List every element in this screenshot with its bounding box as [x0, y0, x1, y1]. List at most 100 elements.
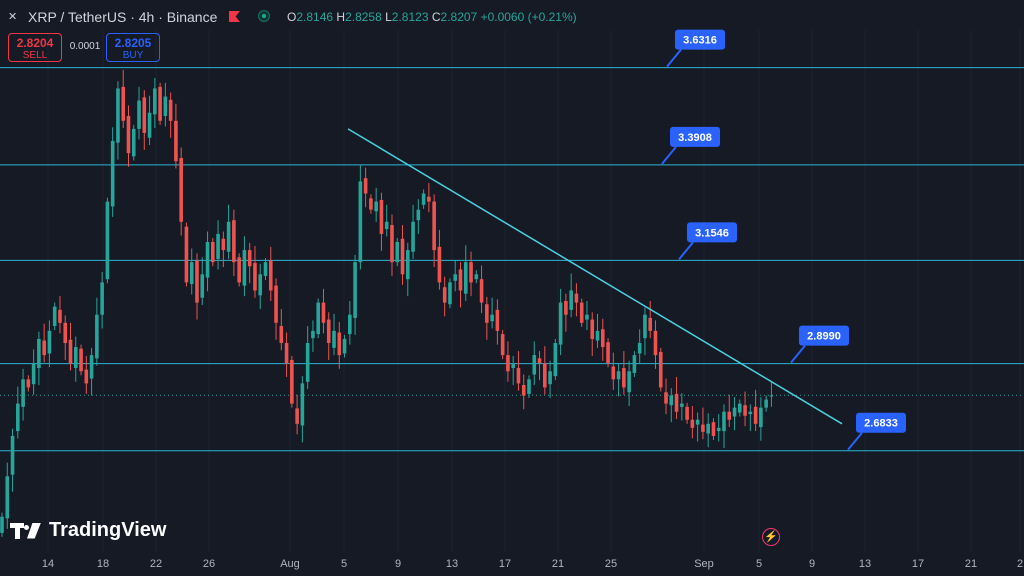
candle-body [131, 128, 136, 157]
candle-body [369, 198, 373, 210]
candle-body [73, 347, 78, 369]
open-value: 2.8146 [296, 10, 334, 24]
candle-body [479, 279, 484, 303]
candle-body [653, 330, 658, 356]
price-callout-label: 3.1546 [695, 227, 729, 239]
candle-body [379, 199, 384, 234]
close-value: 2.8207 [440, 10, 478, 24]
spread-value: 0.0001 [69, 41, 101, 52]
callout-pointer [661, 146, 677, 165]
candle-body [680, 403, 684, 407]
candle-body [611, 366, 616, 380]
candle-body [137, 100, 141, 129]
candle-body [274, 285, 278, 323]
candle-body [384, 221, 389, 230]
price-callout-label: 2.6833 [864, 418, 898, 430]
x-tick-label: 13 [446, 558, 458, 570]
x-tick-label: 17 [912, 558, 924, 570]
x-tick-label: Sep [694, 558, 714, 570]
price-callout[interactable] [687, 222, 737, 243]
candle-body [516, 368, 521, 384]
candle-body [727, 411, 732, 420]
candle-body [31, 363, 36, 385]
x-tick-label: 25 [605, 558, 617, 570]
candle-body [0, 516, 4, 533]
candle-body [532, 355, 537, 375]
candle-body [616, 371, 621, 380]
candle-body [79, 348, 83, 372]
candle-body [506, 355, 510, 372]
candle-body [400, 238, 405, 275]
candle-body [205, 242, 210, 278]
price-callout-label: 2.8990 [807, 331, 841, 343]
candle-body [690, 419, 695, 428]
candle-body [221, 238, 226, 251]
candle-body [643, 314, 647, 339]
symbol-title[interactable]: XRP / TetherUS · 4h · Binance [28, 9, 218, 25]
price-callout[interactable] [856, 412, 906, 433]
market-status-icon[interactable] [258, 10, 270, 22]
brand-name: TradingView [49, 519, 167, 541]
candle-body [10, 435, 15, 475]
x-tick-label: 17 [499, 558, 511, 570]
candle-body [632, 355, 637, 373]
x-tick-label: Aug [280, 558, 300, 570]
candle-body [553, 343, 558, 377]
candle-body [421, 193, 426, 205]
candle-body [311, 330, 315, 339]
sell-button[interactable]: 2.8204 SELL [8, 33, 62, 62]
candle-body [200, 274, 205, 298]
candle-body [495, 309, 500, 331]
candle-body [110, 141, 115, 207]
x-tick-label: 5 [341, 558, 347, 570]
x-tick-label: 13 [859, 558, 871, 570]
tradingview-logo[interactable]: TradingView [10, 519, 166, 542]
candle-body [716, 427, 721, 432]
candle-body [321, 302, 326, 323]
candle-body [126, 115, 131, 154]
candle-body [411, 221, 415, 252]
candle-body [153, 88, 157, 115]
flag-icon[interactable] [229, 11, 240, 22]
collapse-icon[interactable]: ✕ [8, 11, 18, 23]
callout-pointer [678, 241, 694, 260]
candle-body [432, 201, 436, 251]
level-callouts: 3.6316 3.3908 3.1546 2.8990 2.6833 [661, 29, 906, 451]
candle-body [284, 343, 289, 364]
price-callout-label: 3.3908 [678, 132, 712, 144]
candle-body [326, 319, 331, 343]
ohlc-readout: O2.8146 H2.8258 L2.8123 C2.8207 +0.0060 … [287, 10, 577, 24]
price-callout[interactable] [799, 325, 849, 346]
candle-body [706, 423, 710, 434]
candle-body [511, 363, 515, 369]
candles [0, 69, 774, 537]
candle-body [258, 274, 263, 296]
x-axis: 14 18 22 26 Aug 5 9 13 17 21 25 Sep 5 9 13 17 21 2 [42, 558, 1023, 570]
buy-button[interactable]: 2.8205 BUY [106, 33, 160, 62]
lightning-icon[interactable]: ⚡ [762, 528, 780, 546]
candle-body [105, 201, 110, 280]
candle-body [216, 233, 220, 259]
callout-pointer [666, 48, 682, 68]
chart-grid [47, 30, 1021, 552]
candle-body [600, 329, 605, 348]
buy-price: 2.8205 [114, 36, 152, 50]
candle-body [669, 395, 674, 406]
candle-body [722, 411, 726, 432]
candle-body [263, 262, 268, 276]
candle-body [748, 411, 753, 415]
price-callout[interactable] [670, 126, 720, 147]
candle-body [211, 242, 215, 263]
candle-body [52, 306, 57, 327]
candle-body [268, 260, 273, 291]
candle-body [21, 379, 25, 407]
candle-body [42, 340, 46, 356]
candle-body [237, 257, 241, 283]
candle-body [121, 86, 126, 121]
candle-body [648, 317, 653, 331]
candle-body [500, 334, 505, 356]
price-callout[interactable] [675, 29, 725, 50]
sell-label: SELL [22, 50, 48, 61]
candle-body [753, 406, 758, 424]
